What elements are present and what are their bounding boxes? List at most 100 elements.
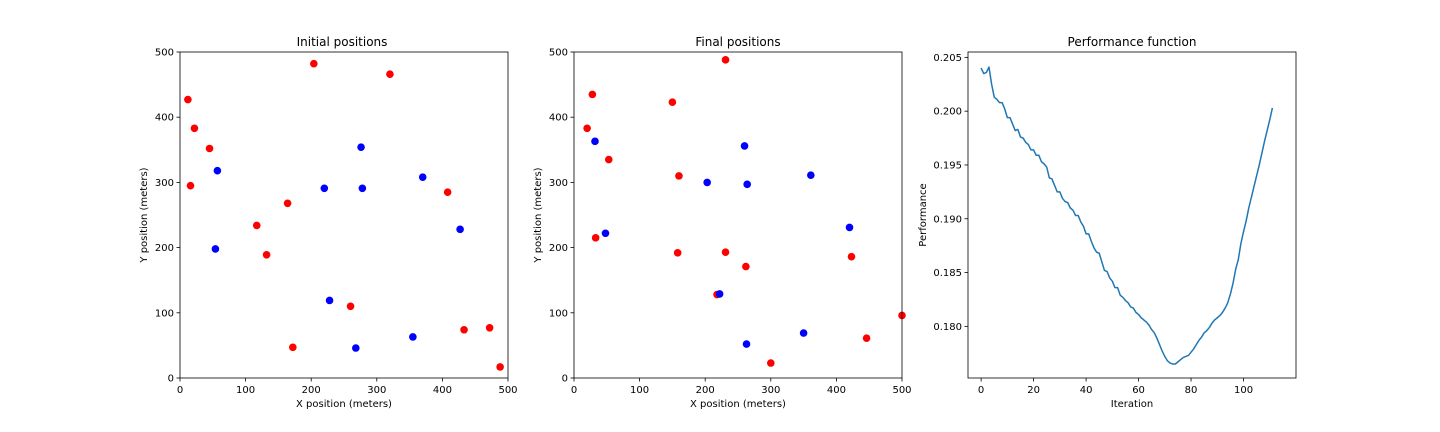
red-point (588, 90, 597, 99)
red-point (721, 248, 730, 256)
y-tick-label: 200 (549, 243, 568, 254)
blue-point (799, 329, 808, 337)
y-tick-label: 0.190 (933, 214, 962, 225)
chart-title: Initial positions (297, 35, 388, 49)
y-tick-label: 0.205 (933, 53, 962, 64)
blue-point (743, 180, 751, 189)
red-point (767, 359, 775, 367)
blue-point (352, 344, 360, 352)
red-point (386, 70, 394, 78)
red-point (668, 98, 677, 107)
blue-point (807, 171, 815, 180)
blue-point (325, 296, 334, 305)
x-tick-label: 100 (630, 385, 649, 396)
marks-layer (583, 56, 906, 367)
blue-point (601, 229, 610, 238)
marks-layer (184, 59, 504, 371)
red-point (742, 262, 750, 271)
x-tick-label: 20 (1027, 385, 1040, 396)
y-tick-label: 100 (549, 308, 568, 319)
panel-performance-function: Performance function 0 20 40 60 80 100 0.180 0.… (918, 35, 1297, 410)
red-point (252, 221, 261, 230)
red-point (289, 343, 297, 352)
y-tick-label: 200 (155, 243, 174, 254)
red-point (583, 124, 591, 133)
y-tick-label: 0.195 (933, 160, 962, 171)
y-tick-label: 0.200 (933, 107, 962, 118)
y-tick-label: 500 (155, 48, 174, 59)
y-axis-label: Y position (meters) (533, 167, 544, 263)
x-tick-label: 400 (827, 385, 846, 396)
red-point (485, 323, 494, 332)
x-tick-label: 100 (1234, 385, 1253, 396)
red-point (862, 334, 871, 343)
x-tick-label: 500 (498, 385, 517, 396)
x-tick-label: 500 (892, 385, 911, 396)
red-point (721, 56, 730, 64)
red-point (346, 302, 355, 311)
y-axis-label: Y position (meters) (139, 167, 150, 263)
blue-point (213, 166, 222, 175)
blue-point (742, 340, 751, 348)
red-point (184, 95, 192, 104)
x-tick-label: 300 (761, 385, 780, 396)
blue-point (409, 333, 417, 341)
plot-frame (573, 51, 903, 379)
blue-point (418, 173, 427, 181)
red-point (186, 181, 195, 190)
x-tick-label: 0 (571, 385, 577, 396)
red-point (190, 124, 199, 133)
y-tick-label: 500 (549, 48, 568, 59)
x-axis-label: X position (meters) (690, 399, 786, 410)
blue-point (703, 178, 711, 187)
y-tick-label: 0.185 (933, 268, 962, 279)
x-axis-label: Iteration (1111, 399, 1153, 410)
blue-point (845, 223, 854, 232)
red-point (205, 144, 214, 153)
y-tick-label: 300 (549, 178, 568, 189)
blue-point (320, 184, 329, 193)
y-axis-label: Performance (918, 183, 929, 246)
chart-title: Performance function (1068, 35, 1197, 49)
red-point (604, 155, 613, 164)
y-tick-label: 100 (155, 308, 174, 319)
red-point (283, 199, 292, 208)
red-point (847, 252, 856, 261)
plot-frame (967, 51, 1297, 379)
red-point (443, 188, 452, 196)
ticks-layer: 0 20 40 60 80 100 0.180 0.185 0.190 0.195 0.200 0.2… (933, 53, 1253, 396)
red-point (460, 325, 468, 334)
chart-title: Final positions (695, 35, 780, 49)
x-tick-label: 0 (978, 385, 984, 396)
blue-point (357, 143, 365, 151)
x-tick-label: 200 (696, 385, 715, 396)
red-point (310, 59, 318, 68)
y-tick-label: 0 (562, 374, 568, 385)
x-tick-label: 300 (367, 385, 386, 396)
x-tick-label: 0 (177, 385, 183, 396)
ticks-layer: 0 100 200 300 400 500 0 100 200 300 400 500 (155, 48, 518, 397)
blue-point (211, 245, 220, 253)
plot-frame (179, 51, 509, 379)
x-tick-label: 40 (1080, 385, 1093, 396)
blue-point (456, 225, 464, 234)
panel-initial-positions: Initial positions 0 100 200 300 400 500 0 100 20… (139, 35, 518, 410)
panel-final-positions: Final positions 0 100 200 300 400 500 0 100 200 3… (533, 35, 912, 410)
red-point (262, 250, 271, 259)
blue-point (740, 142, 749, 150)
red-point (591, 234, 600, 242)
marks-layer (980, 66, 1274, 365)
x-tick-label: 80 (1185, 385, 1198, 396)
y-tick-label: 0 (168, 374, 174, 385)
y-tick-label: 400 (549, 113, 568, 124)
blue-point (715, 290, 724, 298)
performance-line (980, 66, 1274, 365)
x-tick-label: 200 (302, 385, 321, 396)
x-tick-label: 60 (1132, 385, 1145, 396)
red-point (675, 172, 683, 180)
x-tick-label: 100 (236, 385, 255, 396)
x-tick-label: 400 (433, 385, 452, 396)
x-axis-label: X position (meters) (296, 399, 392, 410)
